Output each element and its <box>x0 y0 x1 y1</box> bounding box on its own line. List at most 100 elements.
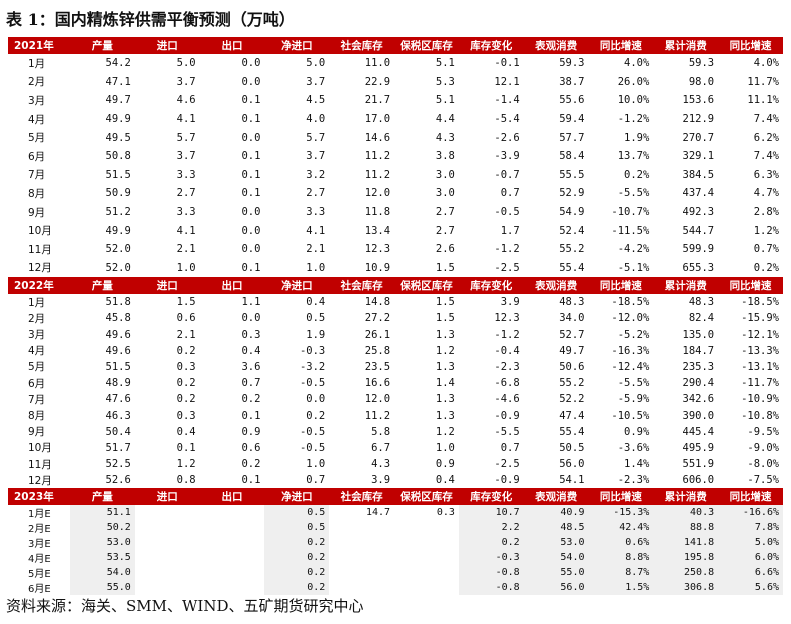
table-cell: 606.0 <box>682 474 715 487</box>
table-cell: 4.5 <box>306 94 326 107</box>
table-title: 表 1：国内精炼锌供需平衡预测（万吨） <box>6 10 295 29</box>
table-cell: -0.9 <box>494 409 520 422</box>
table-cell: 3.7 <box>176 75 196 88</box>
table-cell: 212.9 <box>682 113 715 126</box>
table-cell: 0.4 <box>435 474 455 487</box>
table-cell: 51.5 <box>105 168 131 181</box>
table-cell: 0.2 <box>241 393 261 406</box>
table-cell: 0.6 <box>176 312 196 325</box>
table-cell: 1.2 <box>435 425 455 438</box>
month-label: 1月 <box>28 296 46 309</box>
table-cell: 14.8 <box>364 296 391 309</box>
table-cell: 5.1 <box>435 94 455 107</box>
table-cell: 0.2 <box>264 550 330 566</box>
table-cell: -12.1% <box>741 328 779 341</box>
table-cell: 50.8 <box>105 150 131 163</box>
column-header: 表观消费 <box>523 488 589 506</box>
table-cell: 5.7 <box>306 131 326 144</box>
table-cell: 4.0% <box>624 57 650 70</box>
table-cell: 12.3 <box>364 243 391 256</box>
table-cell: 2.1 <box>306 243 326 256</box>
table-cell: 55.5 <box>559 168 585 181</box>
table-cell <box>394 550 459 565</box>
column-header: 产量 <box>70 488 135 506</box>
table-cell: 57.7 <box>559 131 585 144</box>
table-cell: -7.5% <box>747 474 779 487</box>
table-cell: 0.1 <box>241 409 261 422</box>
table-cell <box>200 505 265 520</box>
table-cell: 12.0 <box>364 393 391 406</box>
month-label: 12月 <box>28 474 52 487</box>
table-cell <box>200 580 265 595</box>
table-cell: 4.1 <box>176 224 196 237</box>
column-header: 净进口 <box>264 277 330 295</box>
table-cell: -0.3 <box>299 344 326 357</box>
table-cell: 0.2 <box>176 344 196 357</box>
table-cell: 45.8 <box>105 312 131 325</box>
column-header: 社会库存 <box>329 277 395 295</box>
table-cell: 0.2 <box>458 535 524 551</box>
table-cell: 390.0 <box>682 409 715 422</box>
table-cell: 1.7 <box>500 224 520 237</box>
table-cell: -15.9% <box>741 312 779 325</box>
table-cell: -10.8% <box>741 409 779 422</box>
table-cell <box>135 520 200 535</box>
table-cell: 0.5 <box>306 312 326 325</box>
table-cell: -0.1 <box>494 57 520 70</box>
table-row: 1月E 51.1 0.5 14.7 0.3 10.7 40.9 -15.3% 40.3 -16.6… <box>8 505 783 521</box>
table-cell: 3.8 <box>435 150 455 163</box>
column-header: 进口 <box>134 37 200 54</box>
table-cell: 0.2 <box>306 409 326 422</box>
table-cell: 1.1 <box>241 296 261 309</box>
table-cell: 0.2 <box>176 377 196 390</box>
column-header: 表观消费 <box>523 277 589 295</box>
table-cell: 250.8 <box>653 565 719 581</box>
month-label: 4月 <box>28 345 46 358</box>
table-cell: 3.3 <box>176 206 196 219</box>
table-cell: 14.7 <box>365 507 391 519</box>
table-cell: 4.7% <box>753 187 779 200</box>
table-cell: 49.6 <box>105 328 131 341</box>
table-cell: 184.7 <box>682 344 715 357</box>
table-cell: 47.6 <box>105 393 131 406</box>
table-cell: 0.9 <box>241 425 261 438</box>
table-cell: 3.9 <box>371 474 391 487</box>
table-cell: -3.9 <box>494 150 520 163</box>
table-cell: 52.4 <box>559 224 585 237</box>
table-cell: -2.6 <box>494 131 520 144</box>
table-cell: 34.0 <box>559 312 585 325</box>
table-cell: 1.9 <box>306 328 326 341</box>
header-row-1: 2022年 产量 进口 出口 净进口 社会库存 保税区库存 库存变化 表观消费 同比增速 累计消费同… <box>8 277 783 295</box>
table-cell: 0.3 <box>176 360 196 373</box>
table-cell: 4.4 <box>435 113 455 126</box>
table-cell: 48.3 <box>688 296 715 309</box>
table-cell: -3.2 <box>299 360 326 373</box>
table-cell: 384.5 <box>682 168 715 181</box>
table-cell: 195.8 <box>653 550 719 566</box>
column-header: 社会库存 <box>329 488 395 506</box>
table-cell: -16.3% <box>611 344 650 357</box>
table-cell: -5.9% <box>617 393 650 406</box>
table-cell: 98.0 <box>688 75 715 88</box>
table-cell: 1.5 <box>176 296 196 309</box>
table-cell: -10.7% <box>611 206 650 219</box>
table-cell: 1.3 <box>435 360 455 373</box>
table-cell: 13.4 <box>364 224 391 237</box>
table-cell: -11.5% <box>611 224 650 237</box>
table-cell: 0.3 <box>176 409 196 422</box>
zinc-balance-table: 2021年 产量 进口 出口 净进口 社会库存 保税区库存 库存变化 表观消费 同比增速 累计消费同… <box>8 37 783 596</box>
table-cell: 51.8 <box>105 296 131 309</box>
table-cell: 0.0 <box>241 312 261 325</box>
table-cell: 11.2 <box>364 168 391 181</box>
table-cell: 55.4 <box>559 261 585 274</box>
column-header: 进口 <box>134 488 200 506</box>
table-cell: 55.0 <box>70 580 135 596</box>
table-cell: -5.5% <box>617 187 650 200</box>
table-cell: -6.8 <box>494 377 520 390</box>
table-cell: 2.1 <box>176 243 196 256</box>
table-cell: -5.2% <box>617 328 650 341</box>
column-header: 累计消费 <box>653 37 719 54</box>
table-cell: 11.8 <box>364 206 391 219</box>
month-label: 3月 <box>28 329 46 342</box>
table-cell: 0.5 <box>264 520 330 536</box>
